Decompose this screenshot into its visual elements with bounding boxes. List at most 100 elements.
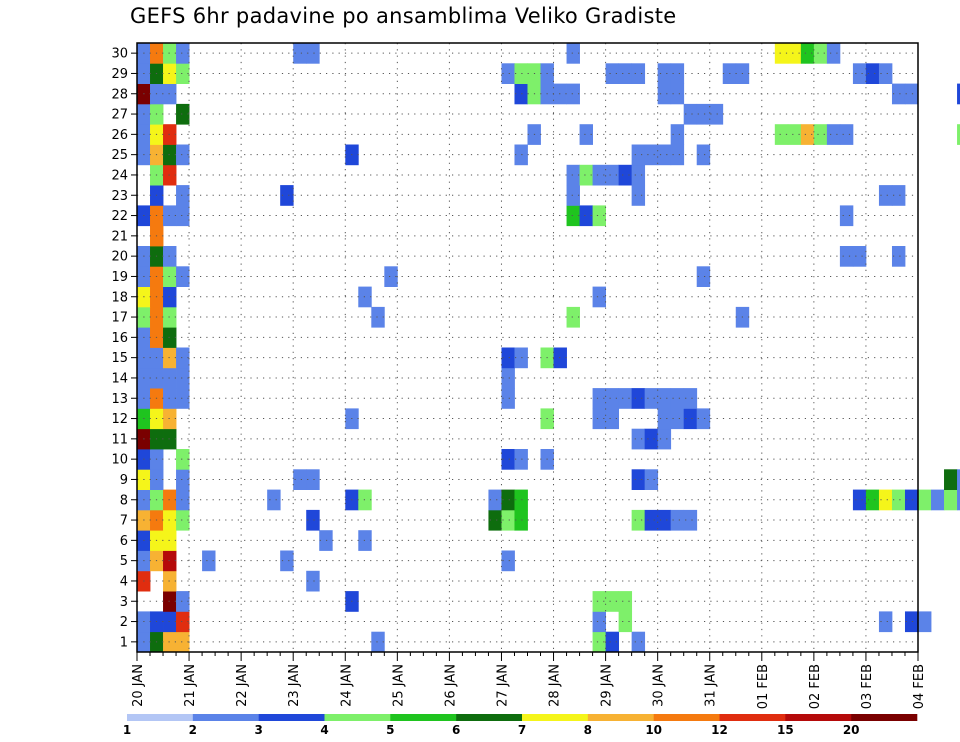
x-tick-label: 24 JAN bbox=[339, 664, 354, 707]
y-tick-label: 15 bbox=[111, 351, 128, 366]
precip-cell bbox=[696, 408, 711, 430]
precip-cell bbox=[839, 246, 854, 267]
precip-cell bbox=[267, 489, 281, 511]
precip-cell bbox=[826, 124, 841, 145]
precip-cell bbox=[891, 83, 906, 105]
colorbar-label: 2 bbox=[189, 723, 197, 737]
precip-cell bbox=[306, 570, 320, 592]
y-tick-label: 27 bbox=[111, 108, 128, 123]
precip-cell bbox=[566, 83, 580, 105]
y-tick-label: 11 bbox=[111, 432, 128, 447]
precip-cell bbox=[683, 408, 698, 430]
precip-cell bbox=[618, 611, 633, 633]
precip-cell bbox=[657, 408, 672, 430]
precip-cell bbox=[696, 103, 711, 125]
precip-cell bbox=[813, 43, 828, 64]
precip-cell bbox=[618, 164, 633, 186]
precip-cell bbox=[514, 509, 528, 531]
colorbar-label: 6 bbox=[452, 723, 460, 737]
x-axis: 20 JAN 21 JAN 22 JAN 23 JAN 24 JAN 25 JAN 26 J… bbox=[131, 652, 927, 709]
precip-cell bbox=[384, 266, 398, 287]
precip-cell bbox=[579, 124, 593, 145]
colorbar-swatch bbox=[192, 714, 259, 721]
precip-cell bbox=[878, 63, 893, 84]
precip-cell bbox=[306, 509, 320, 531]
precip-cell bbox=[878, 611, 893, 633]
colorbar-swatch bbox=[719, 714, 786, 721]
precip-cell bbox=[176, 509, 190, 531]
precip-cell bbox=[566, 164, 580, 186]
precip-cell bbox=[957, 489, 960, 511]
precip-cell bbox=[631, 469, 646, 490]
precip-cell bbox=[878, 185, 893, 206]
colorbar-swatch bbox=[456, 714, 523, 721]
precip-cell bbox=[631, 388, 646, 409]
precip-cell bbox=[878, 489, 893, 511]
precip-cell bbox=[566, 43, 580, 64]
colorbar-label: 4 bbox=[320, 723, 328, 737]
y-tick-label: 9 bbox=[120, 473, 128, 488]
precip-cell bbox=[631, 63, 646, 84]
precip-cell bbox=[163, 266, 177, 287]
precip-cell bbox=[163, 63, 177, 84]
precip-cell bbox=[163, 611, 177, 633]
precip-cell bbox=[319, 530, 333, 551]
precip-cell bbox=[657, 144, 672, 166]
precip-cell bbox=[514, 144, 528, 166]
colorbar-label: 12 bbox=[711, 723, 728, 737]
y-tick-label: 14 bbox=[111, 371, 128, 386]
y-tick-label: 6 bbox=[120, 534, 128, 549]
precip-cell bbox=[800, 43, 815, 64]
precip-cell bbox=[579, 164, 593, 186]
precip-cell bbox=[501, 449, 515, 470]
precip-cell bbox=[618, 388, 633, 409]
precip-cell bbox=[176, 489, 190, 511]
precip-cell bbox=[176, 144, 190, 166]
precip-cell bbox=[592, 611, 606, 633]
precipitation-cells bbox=[137, 43, 960, 653]
precip-cell bbox=[657, 83, 672, 105]
precip-cell bbox=[631, 631, 646, 653]
colorbar-legend: 1 2 3 4 5 6 7 8 10 12 15 20 bbox=[123, 714, 918, 737]
precip-cell bbox=[957, 83, 960, 105]
precip-cell bbox=[826, 43, 841, 64]
precip-cell bbox=[163, 428, 177, 450]
precip-cell bbox=[293, 469, 307, 490]
precip-cell bbox=[163, 43, 177, 64]
y-tick-label: 13 bbox=[111, 392, 128, 407]
x-tick-label: 21 JAN bbox=[183, 664, 198, 707]
precip-cell bbox=[644, 388, 659, 409]
precip-cell bbox=[813, 124, 828, 145]
x-tick-label: 03 FEB bbox=[860, 664, 875, 709]
precip-cell bbox=[618, 591, 633, 612]
y-tick-label: 12 bbox=[111, 412, 128, 427]
precip-cell bbox=[865, 63, 880, 84]
precip-cell bbox=[163, 286, 177, 308]
precip-cell bbox=[670, 63, 685, 84]
precip-cell bbox=[501, 489, 515, 511]
precip-cell bbox=[579, 205, 593, 227]
precip-cell bbox=[670, 509, 685, 531]
precip-cell bbox=[839, 205, 854, 227]
precip-cell bbox=[592, 408, 606, 430]
x-tick-label: 27 JAN bbox=[495, 664, 510, 707]
precip-cell bbox=[163, 591, 177, 612]
y-tick-label: 7 bbox=[120, 514, 128, 529]
colorbar-label: 8 bbox=[584, 723, 592, 737]
precip-cell bbox=[163, 83, 177, 105]
precip-cell bbox=[163, 164, 177, 186]
y-tick-label: 25 bbox=[111, 148, 128, 163]
precip-cell bbox=[501, 550, 515, 572]
precip-cell bbox=[592, 591, 606, 612]
precip-cell bbox=[605, 631, 620, 653]
precip-cell bbox=[891, 489, 906, 511]
precip-cell bbox=[904, 611, 919, 633]
y-tick-label: 16 bbox=[111, 331, 128, 346]
precip-cell bbox=[176, 185, 190, 206]
precip-cell bbox=[683, 388, 698, 409]
precip-cell bbox=[280, 185, 294, 206]
y-tick-label: 30 bbox=[111, 47, 128, 62]
y-axis: 1234567891011121314151617181920212223242… bbox=[111, 47, 137, 650]
precip-cell bbox=[566, 306, 580, 328]
